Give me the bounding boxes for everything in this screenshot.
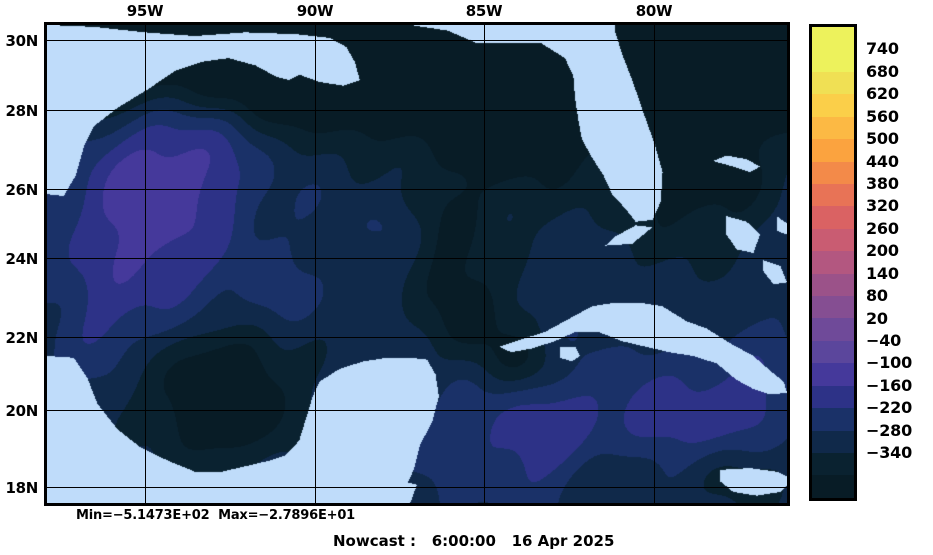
colorbar-band — [812, 475, 854, 498]
colorbar-label-neg220: −220 — [866, 398, 913, 418]
colorbar-label-neg160: −160 — [866, 375, 913, 395]
colorbar-band — [812, 183, 854, 207]
colorbar-label-260: 260 — [866, 218, 899, 238]
gridline-horizontal — [47, 110, 787, 111]
colorbar-label-740: 740 — [866, 39, 899, 59]
colorbar-label-320: 320 — [866, 196, 899, 216]
gridline-horizontal — [47, 337, 787, 338]
colorbar-band — [812, 49, 854, 72]
colorbar-band — [812, 363, 854, 386]
longitude-tick-85w: 85W — [465, 2, 503, 20]
colorbar-band — [812, 139, 854, 162]
colorbar-label-140: 140 — [866, 263, 899, 283]
colorbar-label-620: 620 — [866, 84, 899, 104]
colorbar-label-200: 200 — [866, 241, 899, 261]
colorbar-label-80: 80 — [866, 286, 888, 306]
colorbar-band — [812, 251, 854, 274]
map-plot-area[interactable] — [44, 22, 790, 506]
gridline-horizontal — [47, 487, 787, 488]
colorbar-band — [812, 453, 854, 476]
contour-field — [47, 25, 787, 503]
colorbar-band — [812, 206, 854, 229]
colorbar-band — [812, 27, 854, 50]
gridline-horizontal — [47, 410, 787, 411]
longitude-tick-80w: 80W — [635, 2, 673, 20]
latitude-tick-18n: 18N — [5, 479, 38, 497]
colorbar-band — [812, 408, 854, 431]
gridline-vertical — [315, 25, 316, 503]
colorbar-band — [812, 340, 854, 364]
colorbar-band — [812, 161, 854, 184]
colorbar-label-neg280: −280 — [866, 420, 913, 440]
gridline-vertical — [654, 25, 655, 503]
colorbar-band — [812, 273, 854, 297]
colorbar-label-neg40: −40 — [866, 331, 902, 350]
longitude-tick-90w: 90W — [296, 2, 334, 20]
latitude-tick-24n: 24N — [5, 250, 38, 268]
colorbar-band — [812, 430, 854, 454]
gridline-horizontal — [47, 258, 787, 259]
gridline-vertical — [145, 25, 146, 503]
colorbar-label-20: 20 — [866, 308, 888, 328]
colorbar-label-neg340: −340 — [866, 443, 913, 463]
gridline-vertical — [484, 25, 485, 503]
colorbar-band — [812, 94, 854, 117]
latitude-tick-20n: 20N — [5, 402, 38, 420]
latitude-tick-30n: 30N — [5, 32, 38, 50]
colorbar-band — [812, 296, 854, 319]
colorbar-label-neg100: −100 — [866, 353, 913, 373]
latitude-tick-28n: 28N — [5, 102, 38, 120]
gridline-horizontal — [47, 189, 787, 190]
longitude-tick-95w: 95W — [126, 2, 164, 20]
nowcast-timestamp: Nowcast : 6:00:00 16 Apr 2025 — [333, 532, 615, 550]
colorbar-label-560: 560 — [866, 106, 899, 126]
colorbar-band — [812, 228, 854, 252]
gridline-horizontal — [47, 40, 787, 41]
colorbar-label-680: 680 — [866, 61, 899, 81]
colorbar-band — [812, 385, 854, 409]
colorbar-label-380: 380 — [866, 174, 899, 193]
colorbar-band — [812, 318, 854, 341]
colorbar-label-500: 500 — [866, 129, 899, 149]
latitude-tick-22n: 22N — [5, 329, 38, 347]
colorbar-label-440: 440 — [866, 151, 899, 171]
minmax-annotation: Min=−5.1473E+02 Max=−2.7896E+01 — [76, 508, 356, 523]
colorbar-band — [812, 71, 854, 95]
latitude-tick-26n: 26N — [5, 181, 38, 199]
colorbar-band — [812, 116, 854, 140]
colorbar[interactable] — [809, 24, 857, 501]
